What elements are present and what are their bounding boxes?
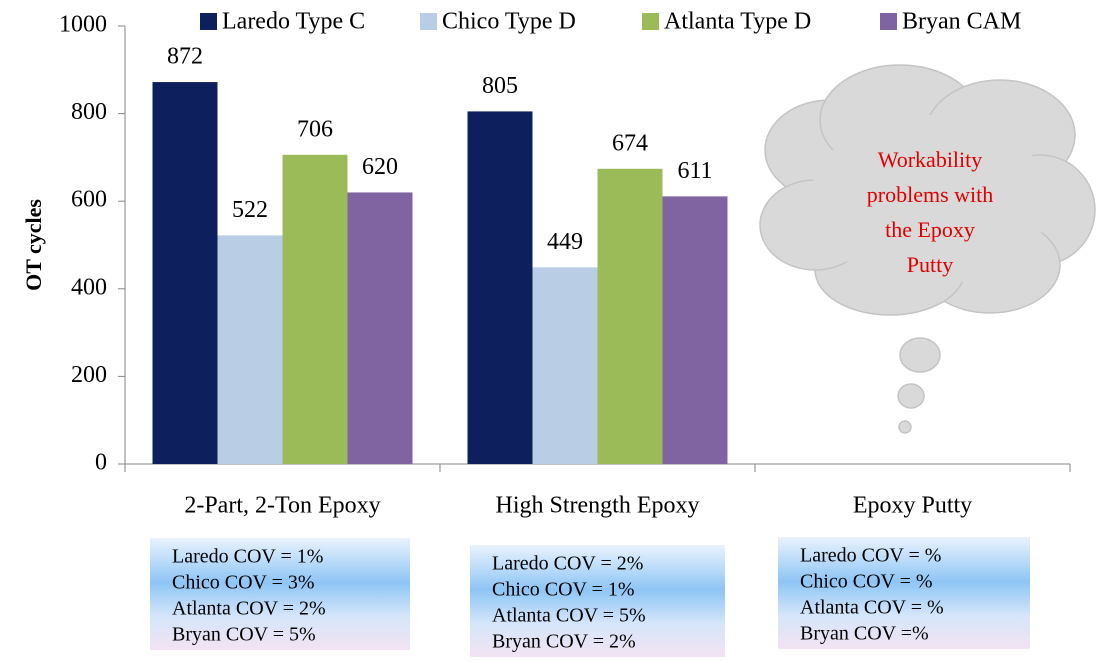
cov-box — [470, 545, 725, 657]
data-label: 872 — [167, 44, 203, 70]
thought-cloud — [759, 64, 1096, 434]
cov-text: Atlanta COV = 2% — [172, 598, 326, 620]
annotation-text: problems with — [867, 182, 994, 207]
annotation-text: Putty — [907, 252, 953, 277]
bar — [597, 168, 663, 464]
cov-box — [150, 538, 410, 650]
cov-text: Bryan COV = 5% — [172, 624, 316, 646]
cov-text: Bryan COV = 2% — [492, 631, 636, 653]
data-label: 805 — [482, 73, 518, 99]
y-tick-label: 600 — [71, 187, 107, 213]
cov-text: Laredo COV = 1% — [172, 546, 323, 568]
x-tick-label: High Strength Epoxy — [496, 493, 700, 519]
cov-text: Chico COV = 3% — [172, 572, 315, 594]
legend-label: Laredo Type C — [222, 9, 365, 35]
data-label: 706 — [297, 116, 333, 142]
y-tick-label: 200 — [71, 362, 107, 388]
legend-label: Atlanta Type D — [664, 9, 811, 35]
bar — [282, 154, 348, 464]
data-label: 611 — [677, 158, 712, 184]
legend-swatch — [200, 13, 217, 30]
cov-text: Laredo COV = 2% — [492, 553, 643, 575]
cov-box — [778, 537, 1030, 649]
data-label: 522 — [232, 197, 268, 223]
cov-text: Atlanta COV = 5% — [492, 605, 646, 627]
x-tick-label: Epoxy Putty — [853, 493, 972, 519]
legend-swatch — [420, 13, 437, 30]
legend-swatch — [642, 13, 659, 30]
annotation-text: Workability — [878, 147, 983, 172]
bar — [347, 192, 413, 464]
bar — [467, 111, 533, 464]
y-tick-label: 400 — [71, 274, 107, 300]
legend-label: Bryan CAM — [902, 9, 1021, 35]
legend-label: Chico Type D — [442, 9, 576, 35]
y-tick-label: 0 — [95, 450, 107, 476]
cov-text: Atlanta COV = % — [800, 597, 944, 619]
cov-text: Laredo COV = % — [800, 545, 941, 567]
y-tick-label: 1000 — [59, 12, 107, 38]
y-tick-label: 800 — [71, 99, 107, 125]
x-tick-label: 2-Part, 2-Ton Epoxy — [184, 493, 380, 519]
data-label: 674 — [612, 130, 648, 156]
bar — [152, 82, 218, 465]
legend-swatch — [880, 13, 897, 30]
data-label: 620 — [362, 154, 398, 180]
bar — [217, 235, 283, 464]
y-axis-label: OT cycles — [21, 199, 46, 291]
annotation-text: the Epoxy — [885, 217, 975, 242]
cov-text: Chico COV = 1% — [492, 579, 635, 601]
bar — [532, 267, 598, 464]
bar — [662, 196, 728, 464]
data-label: 449 — [547, 229, 583, 255]
cov-text: Chico COV = % — [800, 571, 933, 593]
cov-text: Bryan COV =% — [800, 623, 929, 645]
